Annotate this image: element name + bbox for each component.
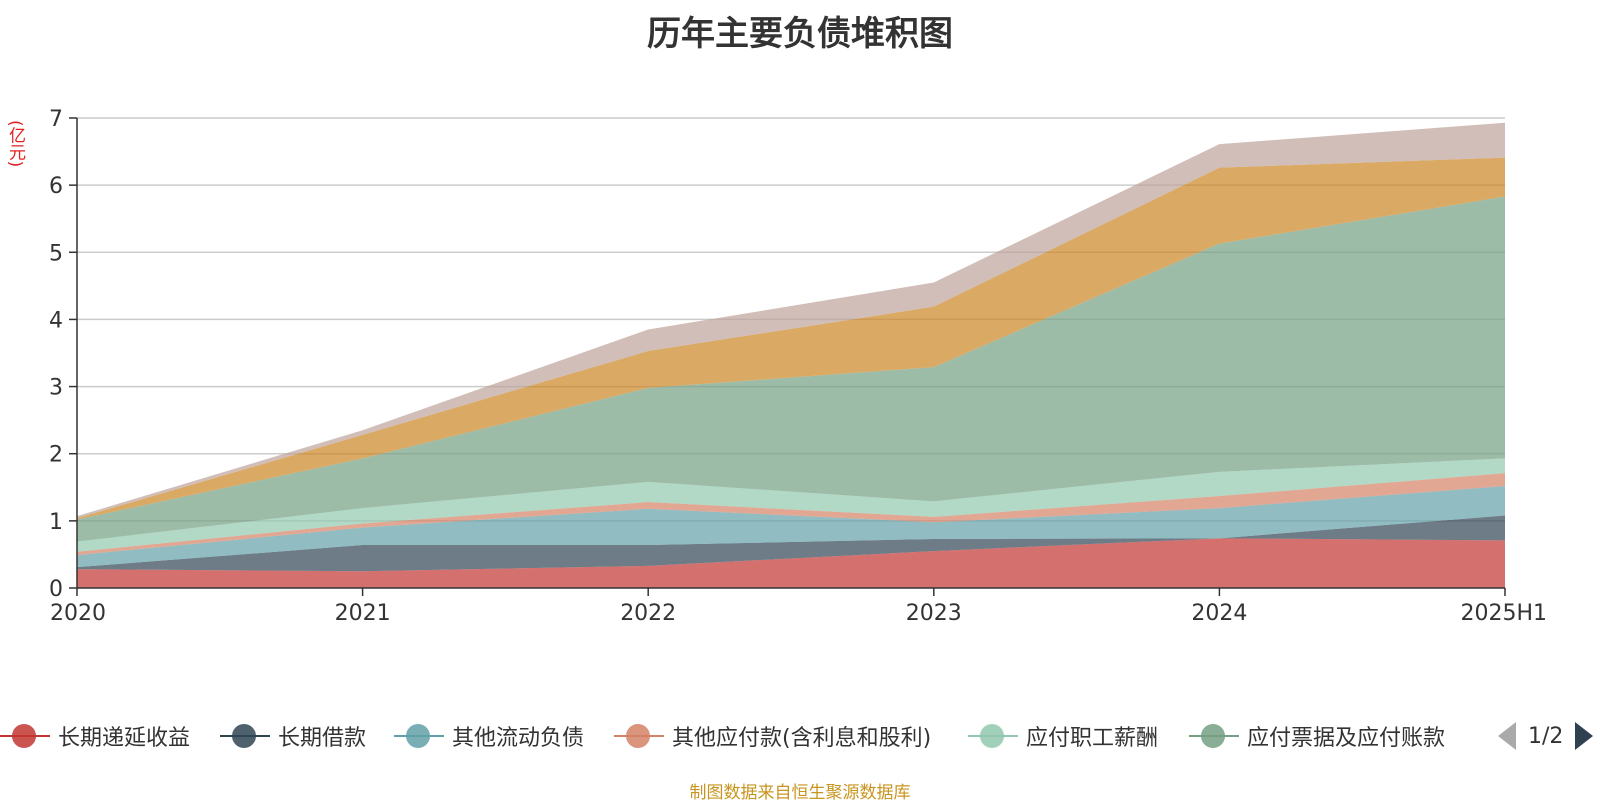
legend-item[interactable]: 其他流动负债 [394,718,584,754]
legend-next-page-icon[interactable] [1575,722,1594,750]
x-tick-label: 2024 [1191,601,1247,626]
x-tick-label: 2020 [50,601,106,626]
data-source-note: 制图数据来自恒生聚源数据库 [689,783,911,803]
y-tick-label: 4 [49,308,63,333]
legend-items: 长期递延收益 长期借款 其他流动负债 其他应付款(含利息和股利) 应付职工薪酬 应付票据及… [0,718,1480,754]
legend-marker-icon [220,718,270,754]
area-series-5[interactable] [77,458,1505,552]
y-tick-label: 3 [49,376,63,401]
legend-marker-icon [394,718,444,754]
legend-marker-icon [0,718,50,754]
legend-label: 应付职工薪酬 [1026,726,1159,751]
x-tick-label: 2023 [906,601,962,626]
legend-marker-icon [968,718,1018,754]
area-series-7[interactable] [77,157,1505,520]
area-series-6[interactable] [77,196,1505,542]
y-tick-label: 6 [49,174,63,199]
area-series-8[interactable] [77,122,1505,519]
x-tick-label: 2021 [335,601,391,626]
x-tick-label: 2025H1 [1460,601,1547,626]
y-axis-unit-label: (亿元) [5,120,25,168]
legend: 长期递延收益 长期借款 其他流动负债 其他应付款(含利息和股利) 应付职工薪酬 应付票据及… [0,718,1600,754]
legend-label: 其他流动负债 [452,726,585,751]
legend-item[interactable]: 应付职工薪酬 [968,718,1158,754]
legend-label: 其他应付款(含利息和股利) [672,726,932,751]
area-series-4[interactable] [77,473,1505,556]
legend-item[interactable]: 长期借款 [220,718,366,754]
legend-pager: 1/2 [1498,718,1594,754]
legend-item[interactable]: 其他应付款(含利息和股利) [614,718,931,754]
y-tick-label: 7 [49,107,63,132]
y-tick-label: 2 [49,443,63,468]
y-tick-label: 5 [49,241,63,266]
legend-item[interactable]: 长期递延收益 [0,718,190,754]
legend-label: 应付票据及应付账款 [1247,726,1446,751]
legend-marker-icon [614,718,664,754]
legend-label: 长期递延收益 [58,726,191,751]
x-tick-label: 2022 [620,601,676,626]
legend-item[interactable]: 应付票据及应付账款 [1189,718,1445,754]
legend-marker-icon [1189,718,1239,754]
legend-page-indicator: 1/2 [1528,723,1564,749]
area-series-3[interactable] [77,485,1505,568]
y-tick-label: 0 [49,577,63,602]
area-series-1[interactable] [77,538,1505,588]
area-series-2[interactable] [77,515,1505,572]
chart-title: 历年主要负债堆积图 [647,14,953,54]
legend-prev-page-icon[interactable] [1498,722,1516,750]
y-tick-label: 1 [49,510,63,535]
legend-label: 长期借款 [278,726,367,751]
